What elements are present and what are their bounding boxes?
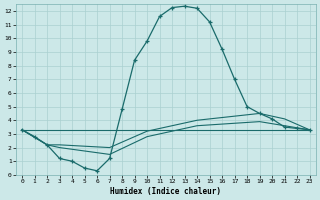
X-axis label: Humidex (Indice chaleur): Humidex (Indice chaleur) (110, 187, 221, 196)
